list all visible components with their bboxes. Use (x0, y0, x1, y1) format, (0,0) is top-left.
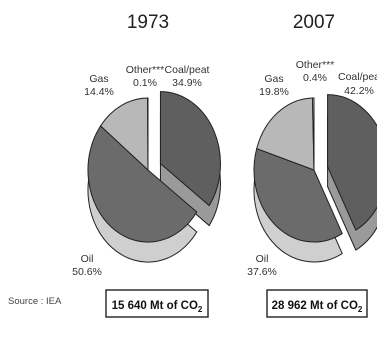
source-note: Source : IEA (8, 296, 62, 307)
slice-coal-peat (159, 91, 221, 207)
slice-oil (87, 125, 198, 243)
total-box-2007 (266, 289, 368, 318)
slice-oil (253, 147, 343, 243)
pie-chart-2007 (253, 94, 377, 263)
total-box-1973 (105, 289, 209, 318)
pie-chart-1973 (87, 91, 221, 263)
label-coal-1973: Coal/peat (165, 64, 210, 76)
chart-title-1973: 1973 (127, 12, 169, 33)
value-gas-2007: 19.8% (259, 86, 289, 98)
label-coal-2007: Coal/pea (338, 71, 377, 83)
label-other-2007: Other*** (296, 59, 335, 71)
total-1973: 15 640 Mt of CO2 (112, 300, 203, 314)
value-other-2007: 0.4% (303, 72, 327, 84)
label-oil-1973: Oil (81, 253, 94, 265)
slice-gas (99, 97, 149, 172)
slice-other (311, 97, 315, 171)
label-gas-2007: Gas (264, 73, 283, 85)
label-gas-1973: Gas (89, 73, 108, 85)
value-coal-1973: 34.9% (172, 77, 202, 89)
value-oil-2007: 37.6% (247, 266, 277, 278)
value-other-1973: 0.1% (133, 77, 157, 89)
value-oil-1973: 50.6% (72, 266, 102, 278)
label-other-1973: Other*** (126, 64, 165, 76)
chart-title-2007: 2007 (293, 12, 335, 33)
total-2007: 28 962 Mt of CO2 (272, 300, 363, 314)
label-oil-2007: Oil (256, 253, 269, 265)
slice-coal-peat (327, 94, 377, 231)
value-coal-2007: 42.2% (344, 85, 374, 97)
value-gas-1973: 14.4% (84, 86, 114, 98)
slice-gas (256, 97, 315, 171)
